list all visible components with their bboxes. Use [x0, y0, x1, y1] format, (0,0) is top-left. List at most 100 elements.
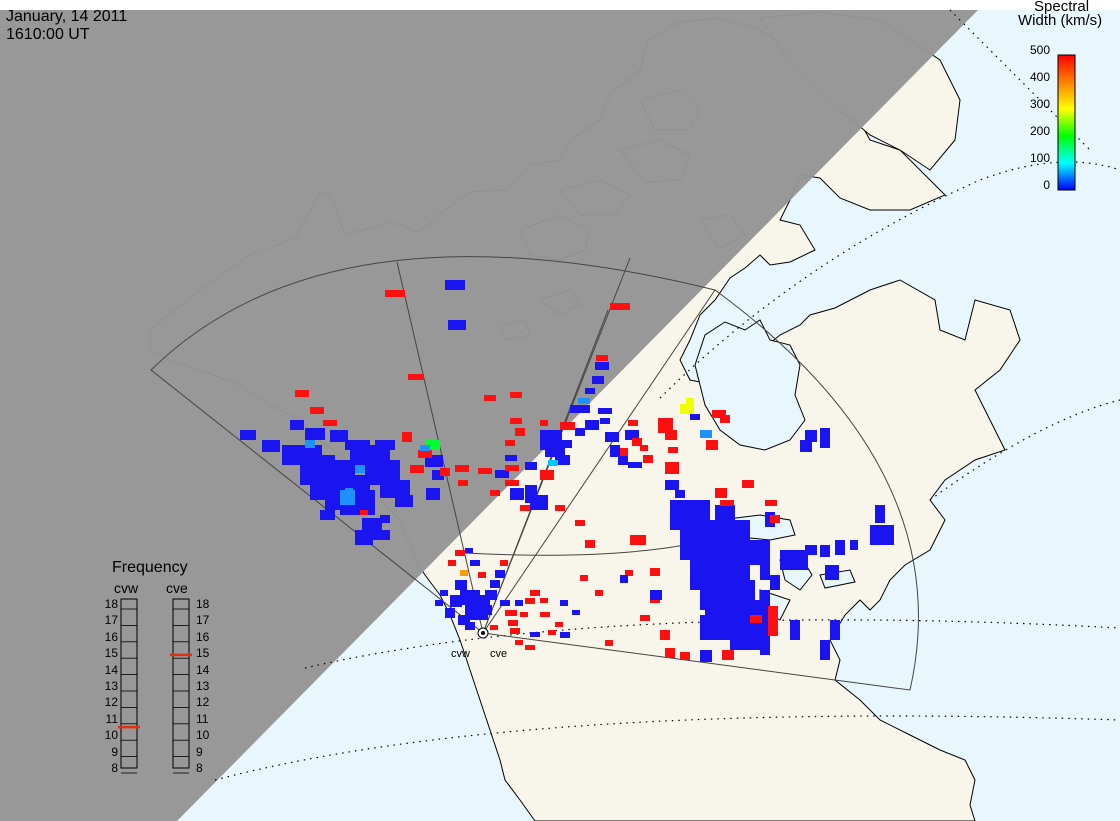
scatter-cell	[530, 632, 540, 637]
scatter-cell	[640, 615, 650, 621]
frequency-scales	[118, 598, 192, 774]
scatter-cell	[478, 572, 486, 578]
scatter-cell	[290, 420, 304, 430]
scatter-cell	[540, 470, 554, 480]
scatter-cell	[505, 480, 519, 486]
scatter-cell	[665, 480, 679, 490]
scatter-cell	[770, 515, 780, 523]
frequency-radar-label: cvw	[114, 580, 139, 596]
scatter-cell	[650, 568, 660, 576]
scatter-cell	[628, 420, 638, 426]
night-terminator-shading	[0, 10, 978, 821]
scatter-cell	[500, 560, 508, 566]
scatter-cell	[770, 575, 780, 590]
scatter-cell	[605, 640, 613, 646]
scatter-cell	[345, 488, 353, 496]
scatter-cell	[585, 420, 599, 430]
scatter-cell	[620, 448, 628, 456]
scatter-cell	[570, 405, 590, 413]
scatter-cell	[455, 550, 465, 556]
scatter-cell	[578, 398, 590, 404]
scatter-cell	[540, 598, 548, 603]
scatter-cell	[305, 428, 325, 440]
scatter-cell	[305, 440, 315, 448]
scatter-cell	[880, 525, 894, 545]
scatter-cell	[240, 430, 256, 440]
frequency-scale-label: 8	[196, 761, 203, 775]
scatter-cell	[420, 445, 430, 451]
scatter-cell	[605, 432, 619, 442]
scatter-cell	[395, 495, 413, 507]
scatter-cell	[460, 570, 468, 576]
frequency-scale-label: 11	[196, 711, 209, 726]
scatter-cell	[525, 645, 535, 650]
scatter-cell	[835, 540, 845, 555]
scatter-cell	[295, 390, 309, 397]
time-label: 1610:00 UT	[6, 26, 90, 43]
scatter-cell	[520, 505, 530, 511]
scatter-cell	[515, 640, 523, 645]
scatter-cell	[575, 520, 585, 526]
scatter-cell	[628, 462, 642, 468]
frequency-scale-label: 16	[104, 629, 118, 644]
scatter-cell	[505, 455, 517, 461]
scatter-cell	[505, 610, 517, 616]
scatter-cell	[592, 376, 604, 384]
scatter-cell	[530, 590, 540, 596]
scatter-cell	[700, 650, 712, 662]
scatter-cell	[596, 355, 608, 361]
scatter-cell	[560, 600, 568, 606]
frequency-scale-label: 8	[111, 761, 118, 775]
colorbar-gradient	[1057, 54, 1076, 191]
scatter-cell	[480, 605, 492, 615]
scatter-cell	[408, 374, 424, 380]
scatter-cell	[548, 630, 556, 635]
scatter-cell	[610, 303, 630, 310]
scatter-cell	[805, 430, 817, 442]
scatter-cell	[380, 515, 390, 523]
scatter-cell	[530, 495, 548, 510]
scatter-cell	[510, 488, 524, 500]
scatter-cell	[505, 440, 515, 446]
scatter-cell	[310, 407, 324, 414]
scatter-cell	[465, 548, 473, 553]
scatter-cell	[760, 560, 770, 580]
scatter-cell	[760, 640, 770, 655]
frequency-scale-label: 15	[104, 646, 118, 661]
scatter-cell	[262, 440, 280, 452]
scatter-cell	[510, 392, 522, 398]
scatter-cell	[665, 648, 675, 658]
scatter-cell	[790, 620, 800, 640]
scatter-cell	[484, 395, 496, 401]
scatter-cell	[410, 465, 424, 473]
scatter-cell	[618, 455, 628, 465]
frequency-scale-label: 10	[104, 728, 118, 743]
scatter-cell	[455, 465, 469, 472]
scatter-cell	[445, 608, 455, 618]
scatter-cell	[470, 560, 480, 566]
frequency-title: Frequency	[112, 559, 188, 576]
scatter-cell	[720, 415, 730, 423]
scatter-cell	[455, 580, 467, 590]
frequency-scale-label: 15	[196, 646, 210, 661]
scatter-cell	[458, 480, 468, 486]
frequency-scale-label: 12	[104, 695, 118, 710]
scatter-cell	[630, 535, 646, 545]
scatter-cell	[418, 450, 432, 458]
scatter-cell	[380, 480, 410, 498]
scatter-cell	[825, 565, 839, 580]
scatter-cell	[320, 510, 335, 520]
scatter-cell	[548, 460, 558, 466]
colorbar-unit: Width (km/s)	[1018, 12, 1103, 29]
radar-site-label: cve	[490, 648, 508, 660]
frequency-scale-label: 12	[196, 695, 210, 710]
scatter-cell	[715, 488, 727, 498]
date-label: January, 14 2011	[6, 8, 128, 25]
scatter-cell	[470, 610, 488, 620]
frequency-radar-label: cve	[166, 580, 188, 596]
scatter-cell	[585, 388, 595, 394]
frequency-scale-label: 17	[104, 613, 118, 628]
scatter-cell	[560, 440, 572, 448]
scatter-cell	[780, 550, 808, 570]
scatter-cell	[525, 598, 535, 604]
